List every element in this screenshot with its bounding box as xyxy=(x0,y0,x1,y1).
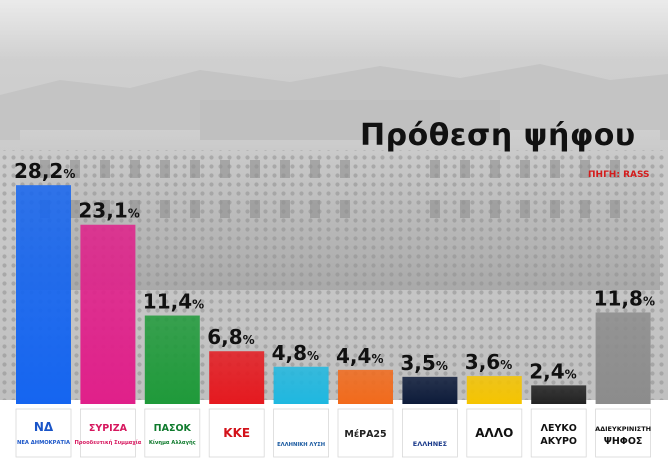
party-logo-subtitle-9: ΨΗΦΟΣ xyxy=(604,436,643,447)
value-label-8: 2,4% xyxy=(529,359,576,383)
bar-8 xyxy=(531,385,587,404)
party-logo-1 xyxy=(80,408,136,458)
bar-4 xyxy=(273,366,329,404)
party-logo-8 xyxy=(530,408,587,458)
party-logo-subtitle-4: ΕΛΛΗΝΙΚΗ ΛΥΣΗ xyxy=(277,442,325,448)
chart-title: Πρόθεση ψήφου xyxy=(360,118,636,153)
value-label-3: 6,8% xyxy=(207,325,254,349)
party-logo-name-5: ΜέΡΑ25 xyxy=(344,429,386,440)
party-logo-0 xyxy=(15,408,72,458)
value-label-1: 23,1% xyxy=(78,199,139,223)
party-logo-4 xyxy=(273,408,330,458)
chart-source: ΠΗΓΗ: RASS xyxy=(588,170,650,180)
value-label-4: 4,8% xyxy=(272,341,319,365)
party-logo-subtitle-0: ΝΕΑ ΔΗΜΟΚΡΑΤΙΑ xyxy=(17,440,70,446)
bar-5 xyxy=(338,369,393,404)
party-logo-name-2: ΠΑΣΟΚ xyxy=(154,423,192,434)
party-logo-name-1: ΣΥΡΙΖΑ xyxy=(89,423,128,434)
bar-3 xyxy=(209,351,265,404)
bar-2 xyxy=(144,315,200,404)
bar-0 xyxy=(16,185,71,404)
party-logo-6 xyxy=(401,408,458,458)
party-logo-5 xyxy=(337,408,394,458)
bar-1 xyxy=(80,224,136,404)
value-label-5: 4,4% xyxy=(336,344,383,368)
party-logo-subtitle-8: ΑΚΥΡΟ xyxy=(540,436,577,447)
party-logo-subtitle-2: Κίνημα Αλλαγής xyxy=(149,439,196,446)
party-logo-9 xyxy=(595,408,651,458)
party-logo-name-3: ΚΚΕ xyxy=(223,426,250,440)
party-logo-name-7: ΑΛΛΟ xyxy=(475,426,513,440)
value-label-6: 3,5% xyxy=(400,351,447,375)
party-logo-subtitle-1: Προοδευτική Συμμαχία xyxy=(74,439,141,446)
value-label-0: 28,2% xyxy=(14,159,75,183)
party-logo-3 xyxy=(208,408,265,458)
value-label-2: 11,4% xyxy=(143,290,204,314)
party-logo-7 xyxy=(466,408,523,458)
party-logo-name-9: ΑΔΙΕΥΚΡΙΝΙΣΤΗ xyxy=(595,425,651,433)
bar-6 xyxy=(402,376,458,404)
party-logo-name-0: ΝΔ xyxy=(34,420,54,434)
value-label-7: 3,6% xyxy=(465,350,512,374)
bar-9 xyxy=(595,312,651,404)
party-logo-subtitle-6: ΕΛΛΗΝΕΣ xyxy=(413,440,447,448)
party-logo-name-8: ΛΕΥΚΟ xyxy=(541,423,577,434)
party-logo-2 xyxy=(144,408,201,458)
bar-7 xyxy=(466,376,522,404)
value-label-9: 11,8% xyxy=(594,286,655,310)
